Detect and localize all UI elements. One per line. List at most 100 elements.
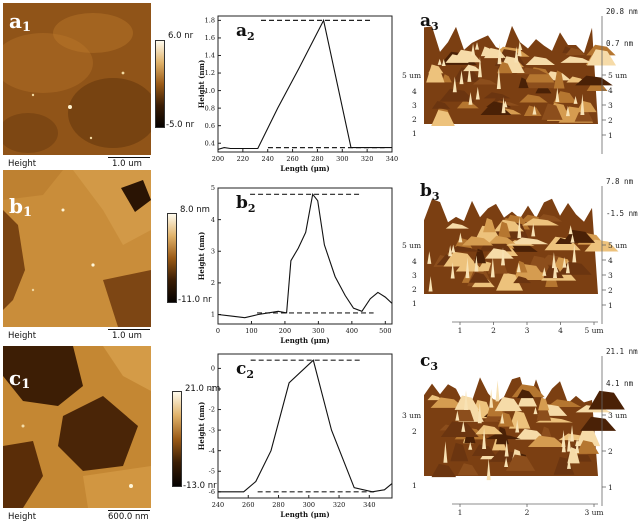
surface-facet [553, 91, 577, 103]
colorbar-max-c1: 21.0 nm [185, 384, 221, 394]
scale-bar-c1 [108, 510, 150, 511]
surface-spike [451, 244, 456, 253]
surface-spike [555, 87, 560, 102]
surface-spike [468, 442, 473, 450]
x-tick-label: 320 [361, 155, 373, 163]
surface-spike [561, 435, 566, 453]
surface-spike [458, 232, 463, 243]
y-unit-label: 5 um [402, 241, 421, 250]
surface-facet [498, 221, 511, 238]
height-profile-chart-c2: 240 260 280 300 320 340 0 -1 -2 -3 -4 -5 -6 Length (μ… [198, 353, 393, 519]
surface-facet [483, 217, 496, 233]
plot-frame [217, 353, 393, 499]
surface-spike [532, 105, 537, 115]
surface-facet [586, 44, 616, 56]
surface-facet [494, 396, 523, 412]
surface-facet [483, 415, 500, 422]
scale-label-b1: 1.0 um [112, 331, 142, 341]
surface-spike [514, 46, 519, 63]
surface-spike [572, 243, 577, 263]
y-axis-label: Height (nm) [198, 232, 206, 281]
panel-label-b1: b1 [9, 194, 33, 220]
y-tick-label: 1.4 [205, 52, 215, 60]
y-tick-label: 0.4 [205, 139, 215, 147]
surface-facet [472, 78, 498, 85]
surface-spike [437, 58, 442, 65]
surface-spike [516, 262, 521, 273]
surface-spike [475, 86, 480, 100]
right-tick-label: 4 [608, 86, 613, 95]
x-tick-label: 2 [525, 508, 530, 517]
y-tick-label: 1.2 [205, 69, 215, 77]
x-tick-label: 1 [458, 508, 463, 517]
x-tick-label: 3 um [584, 508, 603, 517]
colorbar-b1 [167, 213, 177, 303]
panel-label: b3 [420, 181, 440, 203]
colorbar-max-a1: 6.0 nr [168, 31, 194, 41]
surface-spike [533, 406, 538, 415]
height-caption-c1: Height [8, 512, 37, 522]
surface-facet [445, 222, 470, 229]
surface-facet [510, 237, 549, 245]
right-tick-label: 2 [608, 116, 613, 125]
panel-label: a3 [420, 11, 439, 33]
afm-texture-a1 [3, 3, 151, 155]
surface-spike [496, 67, 501, 90]
x-tick-label: 280 [311, 155, 323, 163]
y-tick-label: 3 [211, 247, 215, 255]
scale-label-c1: 600.0 nm [108, 512, 149, 522]
x-tick-label: 300 [312, 327, 324, 335]
height-profile-line [217, 192, 393, 319]
x-axis-label: Length (μm) [280, 510, 329, 519]
z-top-label: 7.8 nm [606, 177, 634, 186]
surface-facet [485, 433, 521, 440]
surface-facet [553, 456, 575, 475]
y-axis-label: Height (nm) [198, 402, 206, 451]
surface-facet [527, 435, 566, 447]
colorbar-c1 [172, 391, 182, 487]
panel-label: c3 [420, 351, 438, 373]
y-tick-label: -6 [209, 488, 215, 496]
y-unit-label: 3 um [402, 411, 421, 420]
surface-facet [574, 109, 594, 122]
surface-spike [450, 262, 455, 279]
surface-facet [580, 416, 617, 431]
x-tick-label: 340 [386, 155, 398, 163]
surface-facet [456, 100, 479, 109]
surface-facet [516, 389, 535, 399]
surface-facet [431, 463, 457, 478]
surface-facet [488, 235, 516, 244]
surface-facet [441, 74, 452, 83]
y-tick-label: -1 [209, 385, 215, 393]
surface-spike [500, 412, 505, 424]
surface-facet [430, 397, 465, 408]
surface-spike [464, 390, 469, 410]
surface-facet [443, 251, 478, 267]
surface-spike [501, 97, 506, 114]
x-tick-label: 320 [333, 501, 345, 509]
x-tick-label: 220 [237, 155, 249, 163]
left-tick-label: 4 [412, 257, 417, 266]
surface-facet [522, 218, 559, 226]
x-tick-label: 200 [212, 155, 224, 163]
surface-facet [587, 49, 617, 66]
afm-3d-render-b3: 7.8 nm -1.5 nm 5 um 4 3 2 1 5 um 4 3 2 1 1 2 3 4 5 um b3 [402, 177, 638, 335]
surface-facet [468, 272, 490, 283]
surface-spike [467, 66, 472, 82]
surface-spike [465, 257, 470, 279]
afm-height-image-c1: c1 [3, 346, 151, 508]
surface-spike [443, 441, 448, 463]
x-tick-label: 1 [458, 326, 463, 335]
surface-spike [482, 427, 487, 450]
right-tick-label: 3 [608, 271, 613, 280]
surface-spike [471, 43, 476, 56]
surface-facet [463, 64, 481, 72]
right-tick-label: 2 [608, 286, 613, 295]
surface-spike [573, 96, 578, 104]
y-tick-label: -5 [209, 467, 215, 475]
x-tick-label: 260 [242, 501, 254, 509]
surface-spike [441, 58, 446, 66]
surface-spike [490, 257, 495, 278]
right-tick-label: 3 um [608, 411, 627, 420]
afm-texture-b1 [3, 170, 151, 327]
